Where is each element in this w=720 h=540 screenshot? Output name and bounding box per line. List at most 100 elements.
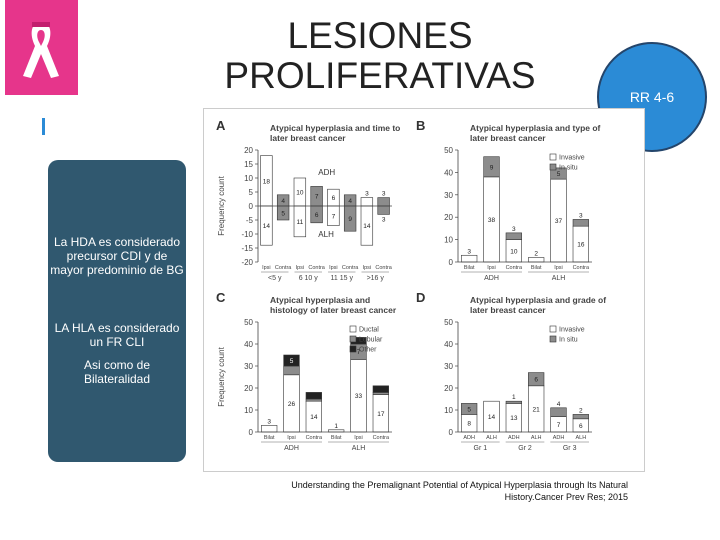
data-label: 1	[334, 423, 338, 430]
data-label: 3	[267, 418, 271, 425]
data-label: 10	[510, 248, 518, 255]
bar	[528, 257, 545, 263]
bar	[360, 197, 374, 207]
bar	[372, 392, 389, 395]
x-tick-label: Bilat	[264, 435, 275, 441]
y-tick-label: 30	[244, 362, 253, 371]
bar	[461, 403, 478, 415]
data-label: 6	[579, 423, 583, 430]
data-label: 6	[332, 195, 336, 202]
data-label: 7	[332, 213, 336, 220]
data-label: 9	[348, 216, 352, 223]
y-axis-label: Frequency count	[217, 346, 226, 406]
data-label: 14	[310, 414, 318, 421]
y-tick-label: 0	[249, 202, 254, 211]
slide-title: LESIONES PROLIFERATIVAS	[224, 15, 536, 96]
logo	[5, 0, 78, 95]
group-label: Gr 1	[474, 445, 488, 452]
bar	[572, 219, 589, 227]
bar	[505, 232, 522, 240]
x-tick-label: Contra	[573, 265, 590, 271]
data-label: 37	[555, 218, 563, 225]
data-label: 13	[510, 415, 518, 422]
ribbon-icon	[23, 22, 59, 78]
y-tick-label: 15	[244, 160, 253, 169]
x-tick-label: ADH	[508, 435, 520, 441]
legend-swatch	[349, 325, 357, 333]
legend-label: ALH	[318, 230, 334, 239]
data-label: 2	[579, 407, 583, 414]
y-tick-label: 0	[449, 258, 454, 267]
y-tick-label: 0	[449, 428, 454, 437]
legend-label: Lobular	[359, 337, 383, 344]
group-label: 6 10 y	[299, 275, 319, 282]
group-label: 11 15 y	[331, 275, 354, 282]
y-tick-label: 10	[444, 406, 453, 415]
panel-letter: A	[216, 118, 226, 133]
x-tick-label: Contra	[506, 265, 523, 271]
x-tick-label: Ipsi	[287, 435, 296, 441]
bar	[550, 167, 567, 180]
y-tick-label: -10	[241, 230, 253, 239]
panel-letter: C	[216, 290, 226, 305]
x-tick-label: Bilat	[331, 435, 342, 441]
legend-label: ADH	[318, 168, 335, 177]
y-tick-label: 20	[244, 146, 253, 155]
data-label: 17	[377, 411, 385, 418]
y-tick-label: 50	[444, 318, 453, 327]
y-tick-label: -20	[241, 258, 253, 267]
x-tick-label: Ipsi	[262, 265, 271, 271]
x-tick-label: Contra	[306, 435, 323, 441]
data-label: 6	[534, 377, 538, 384]
badge-text: RR 4-6	[629, 89, 675, 105]
bar	[483, 156, 500, 178]
y-tick-label: 30	[444, 362, 453, 371]
y-tick-label: 0	[249, 428, 254, 437]
y-tick-label: 20	[244, 384, 253, 393]
y-tick-label: 20	[444, 384, 453, 393]
data-label: 4	[281, 198, 285, 205]
note: LA HLA es considerado un FR CLI	[54, 321, 180, 349]
data-label: 5	[467, 406, 471, 413]
x-tick-label: Ipsi	[554, 265, 563, 271]
x-tick-label: Contra	[342, 265, 359, 271]
x-tick-label: ALH	[575, 435, 586, 441]
x-tick-label: ADH	[553, 435, 565, 441]
note: Asi como de Bilateralidad	[83, 358, 151, 386]
legend-swatch	[549, 153, 557, 161]
data-label: 38	[488, 217, 496, 224]
bar	[505, 400, 522, 404]
x-tick-label: Contra	[375, 265, 392, 271]
bar	[461, 254, 478, 263]
data-label: 26	[288, 401, 296, 408]
data-label: 1	[512, 394, 516, 401]
data-label: 3	[312, 385, 316, 392]
bar	[372, 385, 389, 393]
legend-label: Invasive	[559, 327, 585, 334]
legend-swatch	[549, 163, 557, 171]
y-tick-label: 10	[244, 174, 253, 183]
data-label: 7	[557, 422, 561, 429]
y-tick-label: 40	[244, 340, 253, 349]
x-tick-label: Bilat	[531, 265, 542, 271]
note: La HDA es considerado precursor CDI y de…	[50, 235, 184, 277]
data-label: 5	[290, 358, 294, 365]
data-label: 5	[557, 171, 561, 178]
data-label: 33	[355, 393, 363, 400]
bar	[528, 372, 545, 387]
y-tick-label: -5	[246, 216, 254, 225]
group-label: >16 y	[367, 275, 385, 282]
data-label: 14	[363, 223, 371, 230]
x-tick-label: ALH	[486, 435, 497, 441]
legend-label: Ductal	[359, 327, 379, 334]
data-label: 3	[382, 191, 386, 198]
legend-label: Other	[359, 347, 377, 354]
group-label: ADH	[284, 445, 299, 452]
data-label: 2	[534, 251, 538, 258]
data-label: 16	[577, 242, 585, 249]
bar	[305, 398, 322, 402]
y-tick-label: 10	[244, 406, 253, 415]
x-tick-label: Ipsi	[354, 435, 363, 441]
